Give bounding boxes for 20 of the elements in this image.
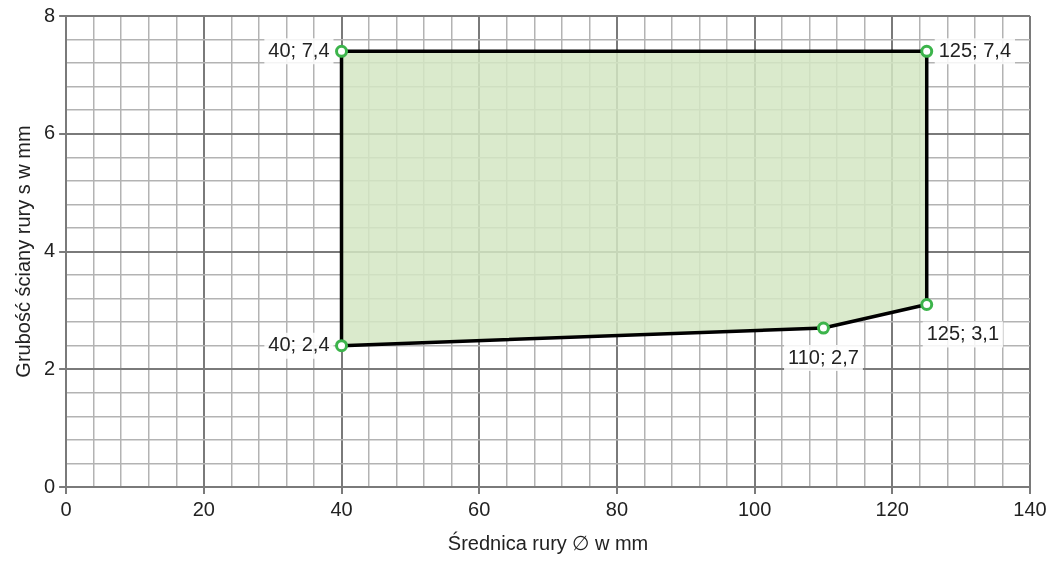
data-label: 40; 2,4	[268, 333, 330, 356]
x-axis-title: Średnica rury ∅ w mm	[447, 530, 649, 554]
y-axis-title: Grubość ściany rury s w mm	[11, 125, 34, 378]
y-tick-label: 6	[44, 121, 56, 144]
x-tick-label: 140	[1013, 497, 1047, 520]
x-tick-label: 40	[330, 497, 353, 520]
data-label: 125; 3,1	[926, 322, 1000, 344]
x-tick-label: 20	[192, 497, 215, 520]
x-tick-label: 80	[605, 497, 629, 520]
data-label: 40; 7,4	[268, 38, 330, 61]
x-tick-label: 0	[60, 497, 72, 520]
x-tick-label: 100	[737, 497, 772, 520]
x-tick-label: 60	[468, 497, 491, 520]
y-tick-label: 2	[44, 356, 56, 379]
data-label: 125; 7,4	[938, 38, 1012, 61]
data-label: 110; 2,7	[788, 345, 859, 368]
x-tick-label: 120	[875, 497, 909, 520]
y-tick-label: 0	[44, 474, 56, 497]
y-tick-label: 4	[44, 239, 56, 262]
y-tick-label: 8	[44, 3, 56, 26]
